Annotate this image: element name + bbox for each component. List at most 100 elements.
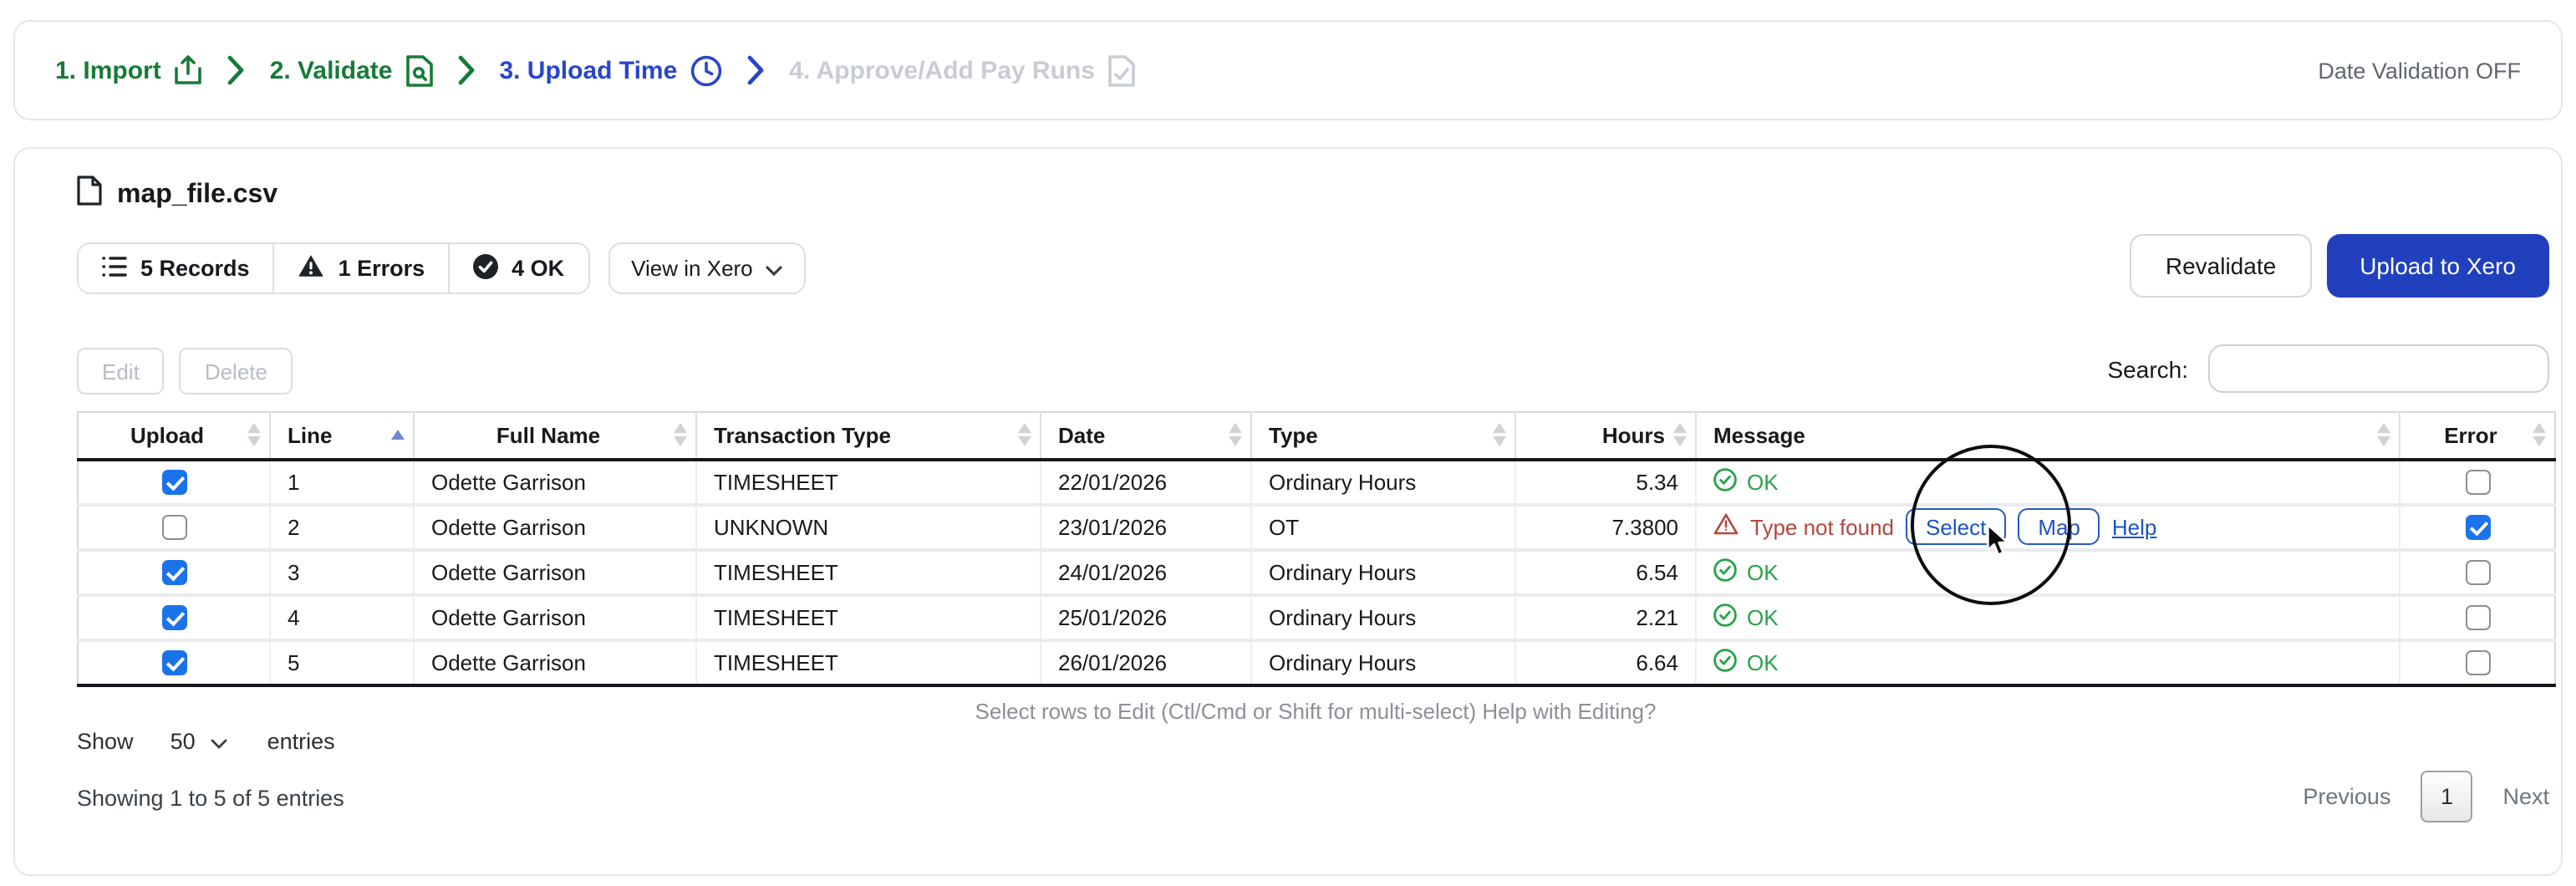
column-header-hours[interactable]: Hours (1515, 412, 1696, 461)
full-name-cell: Odette Garrison (413, 639, 696, 686)
error-checkbox[interactable] (2465, 560, 2490, 586)
ok-count-label: 4 OK (512, 256, 565, 281)
step-validate[interactable]: 2. Validate (270, 54, 433, 86)
upload-to-xero-button[interactable]: Upload to Xero (2326, 234, 2549, 298)
upload-cell (78, 549, 270, 596)
upload-checkbox[interactable] (161, 650, 186, 676)
column-header-error[interactable]: Error (2399, 412, 2555, 461)
message-cell: OK (1695, 459, 2400, 506)
hours-cell: 7.3800 (1515, 504, 1696, 551)
records-table: Upload Line Full Name Transaction Type Date T… (77, 411, 2556, 686)
upload-cell (78, 594, 270, 641)
error-checkbox[interactable] (2465, 650, 2490, 676)
error-checkbox[interactable] (2465, 515, 2490, 541)
edit-toolbar: Edit Delete (77, 348, 293, 395)
view-in-xero-button[interactable]: View in Xero (608, 242, 807, 294)
column-header-transaction-type[interactable]: Transaction Type (695, 412, 1041, 461)
table-row[interactable]: 4 Odette Garrison TIMESHEET 25/01/2026 O… (78, 594, 2555, 641)
page-number-button[interactable]: 1 (2421, 771, 2473, 822)
column-header-label: Line (288, 422, 333, 448)
step-upload-time[interactable]: 3. Upload Time (499, 54, 722, 86)
stats-row: 5 Records 1 Errors 4 OK View in Xero (77, 242, 807, 294)
ok-count-button[interactable]: 4 OK (448, 244, 588, 293)
sort-arrows-icon (247, 423, 261, 447)
column-header-message[interactable]: Message (1695, 412, 2400, 461)
error-cell (2399, 504, 2555, 551)
sort-arrows-icon (2377, 423, 2390, 447)
view-in-xero-label: View in Xero (631, 256, 753, 281)
error-checkbox[interactable] (2465, 605, 2490, 631)
column-header-label: Date (1058, 422, 1106, 448)
list-icon (102, 255, 127, 282)
column-header-label: Upload (130, 422, 205, 448)
pagination: Previous 1 Next (2303, 771, 2549, 822)
line-cell: 1 (269, 459, 414, 506)
page-size-control: Show 50 entries (77, 729, 335, 754)
page-size-value: 50 (170, 729, 196, 754)
full-name-cell: Odette Garrison (413, 504, 696, 551)
upload-checkbox[interactable] (161, 470, 186, 496)
ok-circle-icon (1713, 603, 1737, 631)
sort-arrows-icon (391, 430, 405, 440)
column-header-full-name[interactable]: Full Name (413, 412, 696, 461)
map-button[interactable]: Map (2018, 508, 2100, 545)
error-cell (2399, 594, 2555, 641)
message-cell: OK (1695, 639, 2400, 686)
chevron-right-icon (747, 55, 764, 85)
errors-count-button[interactable]: 1 Errors (272, 244, 449, 293)
page-size-select[interactable]: 50 (171, 729, 227, 754)
delete-button[interactable]: Delete (179, 348, 293, 395)
column-header-upload[interactable]: Upload (78, 412, 270, 461)
upload-cell (78, 459, 270, 506)
error-checkbox[interactable] (2465, 470, 2490, 496)
table-row[interactable]: 5 Odette Garrison TIMESHEET 26/01/2026 O… (78, 639, 2555, 686)
warning-triangle-icon (298, 254, 325, 283)
upload-checkbox[interactable] (161, 605, 186, 631)
line-cell: 4 (269, 594, 414, 641)
transaction-type-cell: TIMESHEET (695, 639, 1041, 686)
column-header-label: Error (2444, 422, 2497, 448)
column-header-date[interactable]: Date (1040, 412, 1251, 461)
error-cell (2399, 459, 2555, 506)
table-row[interactable]: 2 Odette Garrison UNKNOWN 23/01/2026 OT … (78, 504, 2555, 551)
sort-arrows-icon (674, 423, 687, 447)
step-import[interactable]: 1. Import (55, 55, 203, 85)
sort-arrows-icon (2533, 423, 2546, 447)
column-header-label: Message (1713, 422, 1805, 448)
search-label: Search: (2107, 355, 2189, 382)
select-button[interactable]: Select (1906, 508, 2007, 545)
sort-arrows-icon (1673, 423, 1687, 447)
revalidate-button[interactable]: Revalidate (2130, 234, 2312, 298)
step-label: 1. Import (55, 56, 161, 84)
edit-button[interactable]: Edit (77, 348, 165, 395)
table-row[interactable]: 1 Odette Garrison TIMESHEET 22/01/2026 O… (78, 459, 2555, 506)
transaction-type-cell: TIMESHEET (695, 594, 1041, 641)
message-text: Type not found (1750, 514, 1895, 539)
search-input[interactable] (2208, 344, 2549, 393)
chevron-right-icon (457, 55, 474, 85)
line-cell: 5 (269, 639, 414, 686)
showing-entries-text: Showing 1 to 5 of 5 entries (77, 786, 344, 811)
column-header-line[interactable]: Line (269, 412, 414, 461)
chevron-down-icon (211, 729, 227, 754)
step-approve-add-pay-runs: 4. Approve/Add Pay Runs (789, 54, 1135, 86)
previous-page-button[interactable]: Previous (2303, 784, 2391, 809)
chevron-down-icon (766, 256, 783, 281)
hours-cell: 6.54 (1515, 549, 1696, 596)
show-label: Show (77, 729, 134, 754)
table-row[interactable]: 3 Odette Garrison TIMESHEET 24/01/2026 O… (78, 549, 2555, 596)
upload-checkbox[interactable] (161, 560, 186, 586)
message-text: OK (1747, 469, 1779, 494)
records-count-button[interactable]: 5 Records (79, 244, 273, 293)
type-cell: Ordinary Hours (1250, 639, 1515, 686)
upload-icon (175, 55, 203, 85)
next-page-button[interactable]: Next (2502, 784, 2549, 809)
upload-checkbox[interactable] (161, 515, 186, 541)
column-header-type[interactable]: Type (1250, 412, 1515, 461)
help-link[interactable]: Help (2111, 514, 2157, 539)
stepper-bar: 1. Import 2. Validate 3. Upload Time 4. App… (13, 20, 2563, 120)
message-text: OK (1747, 604, 1779, 629)
date-cell: 25/01/2026 (1040, 594, 1251, 641)
file-header: map_file.csv (77, 176, 277, 214)
